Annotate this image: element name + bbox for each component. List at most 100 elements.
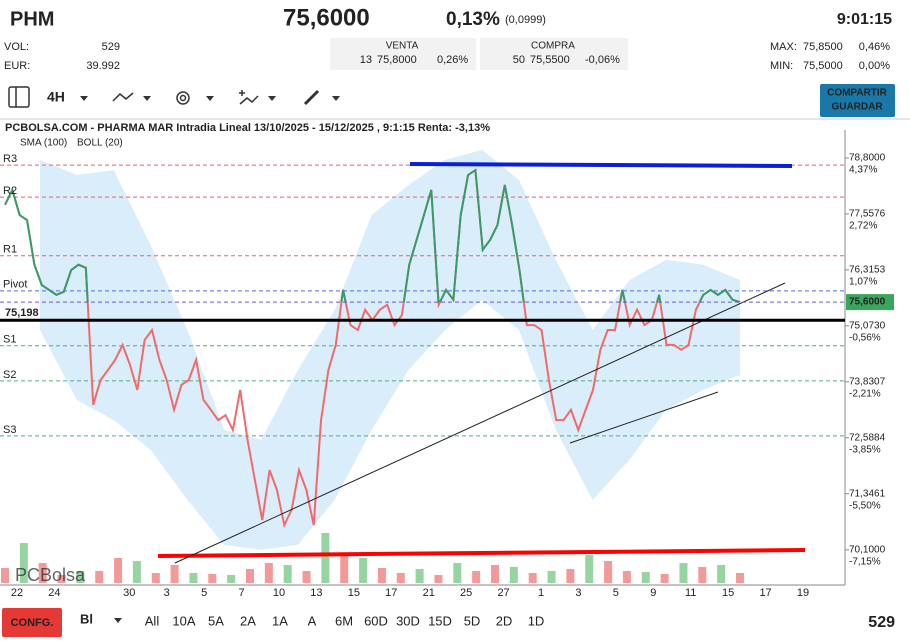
range-price: 75,5000 (803, 60, 843, 72)
x-tick-label: 21 (423, 587, 435, 599)
volume-bar (736, 573, 744, 583)
venta-price: 75,8000 (377, 54, 417, 66)
range-pct: 0,00% (859, 60, 890, 72)
x-tick-label: 7 (239, 587, 245, 599)
pivot-label: Pivot (3, 279, 27, 291)
x-tick-label: 30 (123, 587, 135, 599)
pivot-label: R1 (3, 244, 17, 256)
volume-bar (547, 571, 556, 583)
x-tick-label: 3 (164, 587, 170, 599)
pivot-label: S3 (3, 424, 16, 436)
footer-volume: 529 (868, 614, 895, 631)
volume-bar (698, 567, 707, 583)
y-tick-label: 77,5576 (849, 209, 886, 220)
share-label[interactable]: COMPARTIR (827, 88, 888, 99)
range-button[interactable]: 1A (272, 613, 288, 628)
volume-bar (660, 574, 669, 583)
panel-icon[interactable] (8, 86, 30, 108)
y-tick-pct: -3,85% (849, 444, 881, 455)
y-tick-pct: 4,37% (849, 165, 877, 176)
x-tick-label: 5 (613, 587, 619, 599)
range-button[interactable]: 1D (528, 613, 545, 628)
chart-type-icon[interactable] (112, 92, 134, 102)
time: 9:01:15 (837, 11, 892, 28)
volume-bar (38, 563, 47, 583)
volume-bar (622, 571, 631, 583)
mode-caret[interactable] (114, 618, 122, 623)
share-button[interactable] (820, 84, 895, 117)
resistance-line (409, 162, 793, 168)
stat-value: 39.992 (86, 60, 120, 72)
stat-value: 529 (102, 41, 120, 53)
range-button[interactable]: 10A (172, 613, 195, 628)
range-button[interactable]: All (145, 613, 160, 628)
volume-bar (566, 569, 575, 583)
volume-bar (132, 561, 141, 583)
y-tick-label: 78,8000 (849, 153, 886, 164)
settings-icon[interactable] (176, 91, 190, 105)
range-button[interactable]: 6M (335, 613, 353, 628)
range-button[interactable]: 30D (396, 613, 420, 628)
x-tick-label: 17 (385, 587, 397, 599)
caret[interactable] (80, 96, 88, 101)
volume-bar (509, 567, 518, 583)
range-pct: 0,46% (859, 41, 890, 53)
x-tick-label: 13 (310, 587, 322, 599)
stat-label: EUR: (4, 60, 30, 72)
volume-bar (114, 558, 123, 583)
compra-title: COMPRA (531, 41, 575, 52)
volume-bar (472, 571, 481, 583)
config-label[interactable]: CONFG. (11, 617, 54, 629)
volume-bar (585, 555, 594, 583)
config-button[interactable] (2, 608, 62, 637)
x-tick-label: 10 (273, 587, 285, 599)
y-tick-pct: 1,07% (849, 277, 877, 288)
volume-bar (434, 575, 443, 583)
pivot-label: R3 (3, 153, 17, 165)
y-tick-label: 70,1000 (849, 545, 886, 556)
range-button[interactable]: 2D (496, 613, 513, 628)
y-tick-pct: -2,21% (849, 388, 881, 399)
compra-qty: 50 (513, 54, 525, 66)
volume-bar (95, 571, 104, 583)
stat-label: VOL: (4, 41, 29, 53)
chart-title: PCBOLSA.COM - PHARMA MAR Intradia Lineal… (5, 122, 490, 134)
range-button[interactable]: A (308, 613, 317, 628)
x-tick-label: 9 (650, 587, 656, 599)
bollinger-band (40, 149, 740, 550)
y-tick-label: 73,8307 (849, 376, 886, 387)
interval[interactable]: 4H (47, 89, 65, 105)
pivot-label: S1 (3, 334, 16, 346)
range-button[interactable]: 2A (240, 613, 256, 628)
x-tick-label: 17 (759, 587, 771, 599)
range-price: 75,8500 (803, 41, 843, 53)
mode[interactable]: Bl (80, 611, 93, 626)
range-button[interactable]: 5A (208, 613, 224, 628)
y-tick-pct: -7,15% (849, 557, 881, 568)
support-line (157, 548, 806, 558)
volume-bar (717, 565, 726, 583)
volume-bar (604, 561, 613, 583)
indicator-icon[interactable] (239, 95, 259, 105)
compra-price: 75,5500 (530, 54, 570, 66)
draw-icon[interactable] (303, 89, 320, 106)
volume-bar (170, 565, 179, 583)
x-tick-label: 15 (722, 587, 734, 599)
range-button[interactable]: 15D (428, 613, 452, 628)
y-tick-label: 71,3461 (849, 488, 886, 499)
x-tick-label: 11 (685, 587, 696, 599)
y-tick-pct: -0,56% (849, 332, 881, 343)
volume-bar (321, 533, 330, 583)
x-tick-label: 27 (497, 587, 509, 599)
volume-bar (491, 565, 499, 583)
range-button[interactable]: 60D (364, 613, 388, 628)
x-tick-label: 25 (460, 587, 472, 599)
volume-bar (641, 572, 650, 583)
save-label[interactable]: GUARDAR (831, 102, 883, 113)
y-tick-pct: 2,72% (849, 221, 877, 232)
venta-box (330, 38, 476, 70)
volume-bar (57, 575, 66, 583)
range-button[interactable]: 5D (464, 613, 481, 628)
volume-bar (19, 543, 28, 583)
range-label: MIN: (770, 60, 793, 72)
